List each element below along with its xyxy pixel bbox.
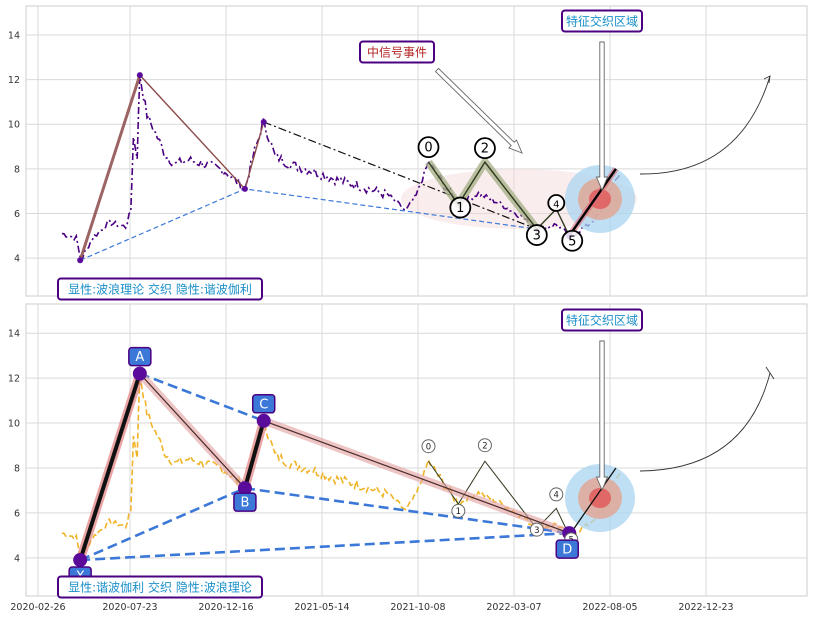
zone-arrow bbox=[595, 41, 609, 192]
pivot-dot-3 bbox=[260, 119, 267, 125]
bottom-y-tick-label: 14 bbox=[8, 329, 20, 340]
bottom-y-tick-label: 10 bbox=[8, 419, 20, 430]
breakout-line-bottom bbox=[568, 467, 617, 536]
x-tick-label: 2022-08-05 bbox=[582, 602, 637, 613]
top-caption: 显性:波浪理论 交织 隐性:谐波伽利 bbox=[68, 281, 252, 296]
breakout-line bbox=[568, 168, 617, 237]
forecast-arrow-bottom bbox=[639, 372, 771, 472]
zone-label-box bbox=[561, 9, 643, 33]
bottom-y-tick-label: 6 bbox=[14, 508, 20, 519]
wave-number-4: 4 bbox=[553, 200, 559, 211]
zone-label: 特征交织区域 bbox=[566, 13, 638, 28]
wave-circle-2 bbox=[474, 137, 496, 160]
x-tick-label: 2022-03-07 bbox=[486, 602, 541, 613]
wave-label-4: 4 bbox=[554, 491, 559, 501]
bottom-caption-box bbox=[57, 575, 263, 599]
harmonic-label-box-D bbox=[555, 539, 579, 559]
zone-arrow-bottom bbox=[595, 340, 609, 492]
harmonic-label-box-A bbox=[128, 346, 152, 367]
wave-label-circle-4 bbox=[549, 487, 564, 502]
wave-label-1: 1 bbox=[456, 507, 461, 517]
top-y-tick-label: 8 bbox=[14, 164, 20, 175]
harmonic-dot-C bbox=[256, 413, 271, 428]
wave-number-3: 3 bbox=[533, 229, 541, 244]
zigzag-line bbox=[427, 160, 570, 237]
harmonic-dot-B bbox=[237, 481, 252, 496]
bd-dashed bbox=[244, 486, 570, 535]
pivot-dot-1 bbox=[136, 72, 143, 79]
wave-number-1: 1 bbox=[456, 201, 464, 216]
harmonic-label-B: B bbox=[240, 496, 249, 511]
x-tick-label: 2020-12-16 bbox=[198, 602, 253, 613]
harmonic-label-C: C bbox=[259, 397, 268, 412]
event-label: 中信号事件 bbox=[367, 44, 427, 59]
bottom-y-tick-label: 12 bbox=[8, 374, 20, 385]
top-y-tick-label: 6 bbox=[14, 209, 20, 220]
event-arrow bbox=[434, 67, 523, 154]
x-tick-label: 2020-07-23 bbox=[102, 602, 157, 613]
wave-circle-3 bbox=[525, 224, 548, 246]
wave-number-0: 0 bbox=[424, 141, 432, 156]
bottom-glow-core bbox=[589, 488, 611, 508]
wave-label-3: 3 bbox=[534, 526, 539, 536]
wave-label-circle-1 bbox=[451, 503, 466, 518]
harmonic-label-A: A bbox=[135, 350, 144, 365]
top-y-tick-label: 14 bbox=[8, 31, 20, 42]
bottom-frame bbox=[25, 303, 808, 597]
zone-label-bottom-box bbox=[561, 308, 643, 332]
bottom-caption: 显性:谐波伽利 交织 隐性:波浪理论 bbox=[68, 579, 252, 594]
event-label-box bbox=[359, 40, 435, 64]
wave-circle-1 bbox=[449, 196, 472, 219]
harmonic-label-D: D bbox=[562, 543, 572, 558]
wave-label-circle-2 bbox=[477, 438, 492, 453]
wave-label-circle-0 bbox=[421, 439, 436, 454]
wave-circle-4 bbox=[547, 194, 566, 212]
forecast-arrow-top bbox=[639, 75, 771, 175]
wave-line-up2 bbox=[244, 121, 265, 190]
top-y-tick-label: 10 bbox=[8, 120, 20, 131]
ab-leg bbox=[139, 373, 246, 489]
forecast-arrow-top-head bbox=[763, 75, 771, 84]
zone-label-bottom: 特征交织区域 bbox=[566, 312, 638, 327]
wave-number-2: 2 bbox=[481, 142, 489, 157]
xd-dashed bbox=[80, 531, 570, 562]
wave-label-circle-3 bbox=[529, 522, 544, 537]
bottom-y-tick-label: 4 bbox=[14, 553, 20, 564]
wave-number-5: 5 bbox=[568, 234, 576, 249]
pivot-dot-2 bbox=[241, 185, 248, 192]
ac-dashed bbox=[139, 372, 265, 423]
wave-label-0: 0 bbox=[426, 443, 431, 453]
bottom-y-tick-label: 8 bbox=[14, 463, 20, 474]
harmonic-dot-X bbox=[73, 553, 88, 568]
wave-circle-0 bbox=[417, 136, 440, 159]
resistance-dashdot-line bbox=[263, 121, 538, 230]
top-y-tick-label: 12 bbox=[8, 75, 20, 86]
pivot-dot-0 bbox=[77, 257, 84, 264]
harmonic-label-box-C bbox=[251, 394, 276, 414]
top-y-tick-label: 4 bbox=[14, 254, 20, 265]
forecast-arrow-bottom-head bbox=[765, 366, 775, 380]
x-tick-label: 2021-05-14 bbox=[294, 602, 349, 613]
harmonic-dot-A bbox=[132, 366, 147, 381]
bc-leg bbox=[242, 420, 266, 489]
wave-label-2: 2 bbox=[482, 442, 487, 452]
x-tick-label: 2021-10-08 bbox=[390, 602, 445, 613]
wave-line-up bbox=[78, 74, 142, 261]
wave-zigzag-bottom bbox=[428, 460, 570, 536]
wave-line-down bbox=[139, 74, 246, 190]
cd-leg bbox=[263, 420, 570, 534]
xa-leg bbox=[78, 373, 142, 561]
x-tick-label: 2020-02-26 bbox=[10, 602, 65, 613]
x-tick-label: 2022-12-23 bbox=[678, 602, 733, 613]
wave-circle-5 bbox=[561, 229, 584, 252]
top-caption-box bbox=[57, 277, 263, 301]
harmonic-label-box-B bbox=[233, 492, 257, 512]
